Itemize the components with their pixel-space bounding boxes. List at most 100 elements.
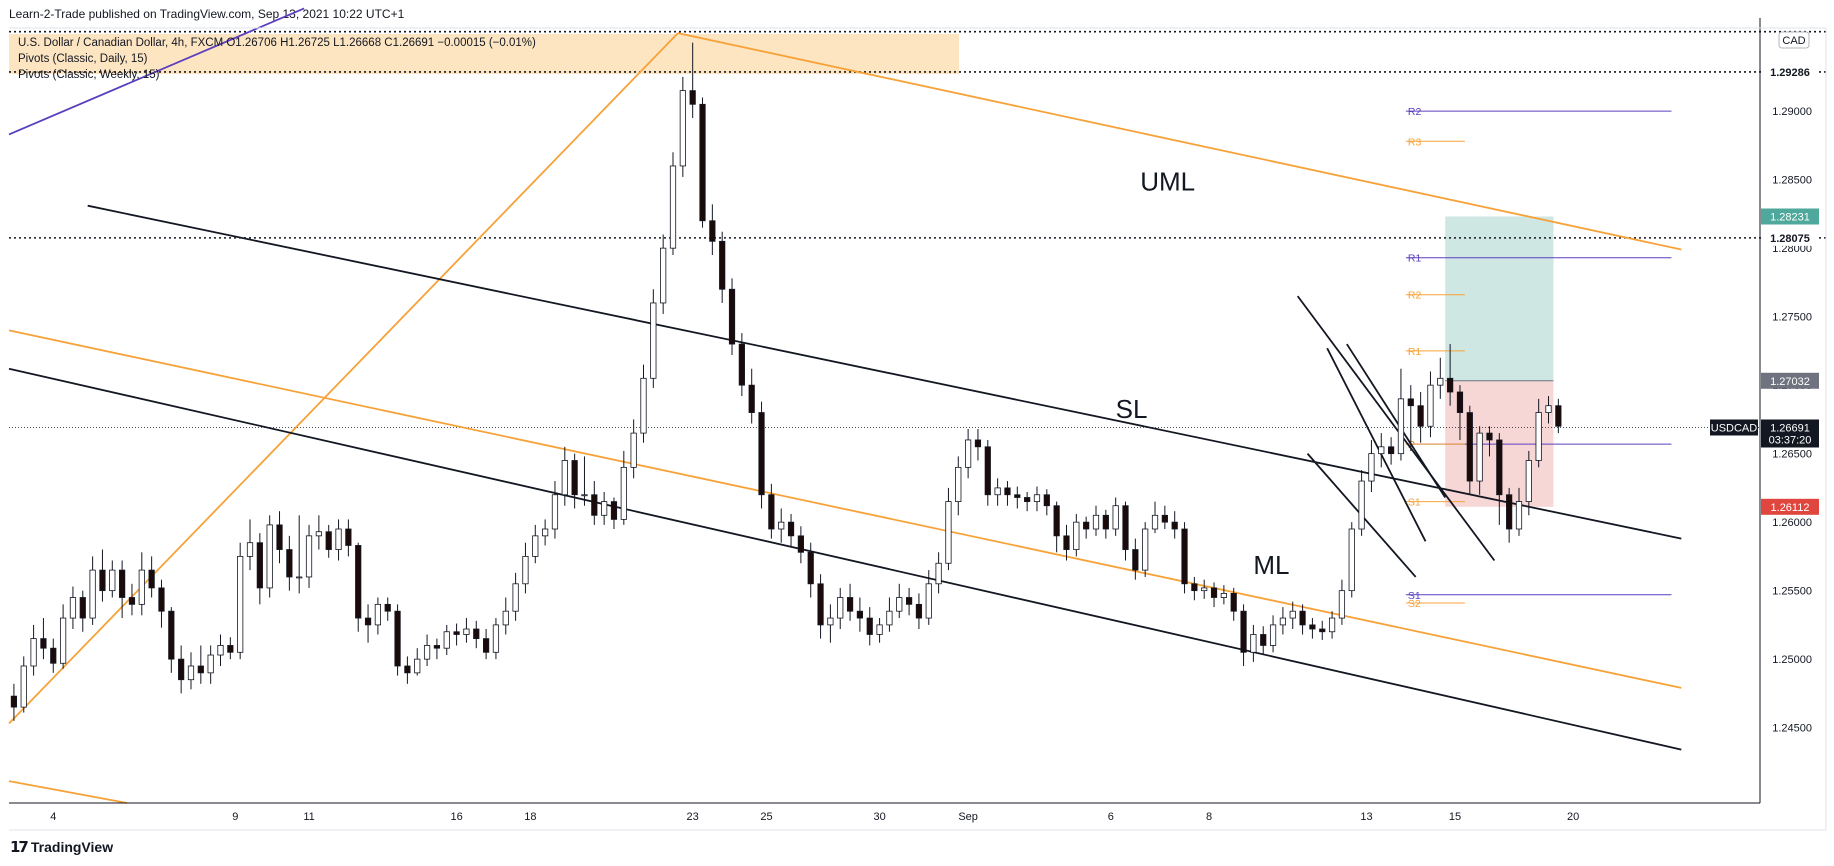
flag-upper-line [1326, 347, 1427, 542]
candle [119, 560, 126, 619]
target-zone [1445, 216, 1554, 381]
candle [1397, 368, 1405, 461]
candle [266, 515, 273, 598]
candle-body [1122, 505, 1129, 550]
candle-body [1348, 528, 1355, 592]
candle-body [158, 587, 165, 612]
candle-body [227, 645, 234, 653]
candle-body [296, 576, 303, 579]
candle [1112, 497, 1119, 536]
candle-body [463, 628, 470, 635]
candle [512, 572, 519, 621]
daily-pivot-label-s2: S2 [1408, 598, 1421, 610]
candle-body [827, 617, 834, 626]
candle [69, 586, 77, 630]
candle-body [364, 617, 372, 626]
candle-body [896, 597, 903, 612]
candle-body [945, 501, 952, 564]
candle-body [1073, 521, 1080, 550]
entry-price-value: 1.27032 [1770, 376, 1810, 388]
candle [1358, 470, 1365, 536]
purple-line [8, 7, 305, 136]
candle-body [542, 528, 549, 537]
candle [256, 533, 263, 605]
candle-body [1328, 617, 1336, 633]
candle-body [768, 494, 775, 530]
candle-body [374, 603, 381, 626]
candle [994, 478, 1001, 506]
candle-body [1486, 432, 1493, 441]
horizontal-levels [9, 30, 1826, 428]
candle-body [1191, 583, 1198, 592]
entry-price-badge [1761, 372, 1819, 389]
candle [1033, 486, 1041, 512]
trend-lines[interactable] [8, 7, 1682, 804]
candle [1525, 450, 1532, 516]
candle-body [719, 240, 726, 290]
x-tick-label: 6 [1108, 811, 1114, 823]
candle [1348, 522, 1355, 598]
candle [148, 556, 155, 598]
candle [414, 648, 421, 676]
candle-body [1427, 384, 1434, 427]
legend-pivots-weekly: Pivots (Classic, Weekly, 15) [18, 69, 160, 81]
candle-body [551, 494, 559, 530]
candle [305, 524, 313, 588]
x-tick-label: 18 [524, 811, 536, 823]
candle [364, 604, 372, 643]
candle-body [1181, 528, 1188, 585]
candle [89, 556, 96, 625]
candle-body [1230, 592, 1237, 612]
candle-body [748, 384, 755, 413]
candle-body [207, 654, 214, 674]
candle [1181, 522, 1188, 594]
candle [591, 481, 598, 525]
candle-body [1407, 398, 1414, 407]
candle [30, 624, 37, 676]
candle-body [1269, 624, 1277, 646]
candle-body [246, 542, 254, 557]
candle-body [591, 494, 598, 516]
candle [404, 656, 411, 684]
candle-body [846, 597, 854, 612]
candle-body [630, 432, 637, 468]
candle-body [315, 531, 322, 537]
candle [581, 456, 588, 506]
candle [1476, 426, 1483, 495]
candle-body [443, 631, 450, 649]
candle-body [965, 439, 972, 468]
candle-body [689, 90, 696, 105]
annotation-sl: SL [1116, 394, 1148, 424]
candle-body [1102, 514, 1109, 530]
candle [1289, 601, 1296, 630]
candle-body [187, 665, 195, 681]
candle-body [1289, 610, 1296, 619]
candle-body [89, 569, 96, 619]
tradingview-logo[interactable]: 𝟭𝟳 TradingView [10, 838, 113, 856]
candle-body [1063, 535, 1070, 550]
candle [945, 487, 952, 571]
candle [286, 535, 293, 591]
x-tick-label: 16 [450, 811, 462, 823]
candle [1063, 524, 1070, 561]
candle [1496, 433, 1503, 525]
candle-body [69, 597, 77, 619]
candle [1092, 505, 1100, 536]
candle [1506, 487, 1513, 543]
candle-body [482, 638, 490, 653]
candle-body [1083, 521, 1090, 530]
candle-body [1338, 590, 1346, 619]
candle-body [1142, 528, 1149, 571]
candle [1378, 433, 1385, 468]
weekly-pivot-label-r1: R1 [1408, 253, 1422, 265]
candle-body [797, 535, 804, 553]
candle [1102, 509, 1109, 539]
daily-pivot-label-s1: S1 [1408, 497, 1421, 509]
candle-body [778, 521, 785, 530]
candle-body [1161, 514, 1168, 523]
candle [1279, 607, 1287, 635]
candle [296, 515, 303, 594]
candle-body [1358, 480, 1365, 530]
candle [768, 483, 775, 539]
